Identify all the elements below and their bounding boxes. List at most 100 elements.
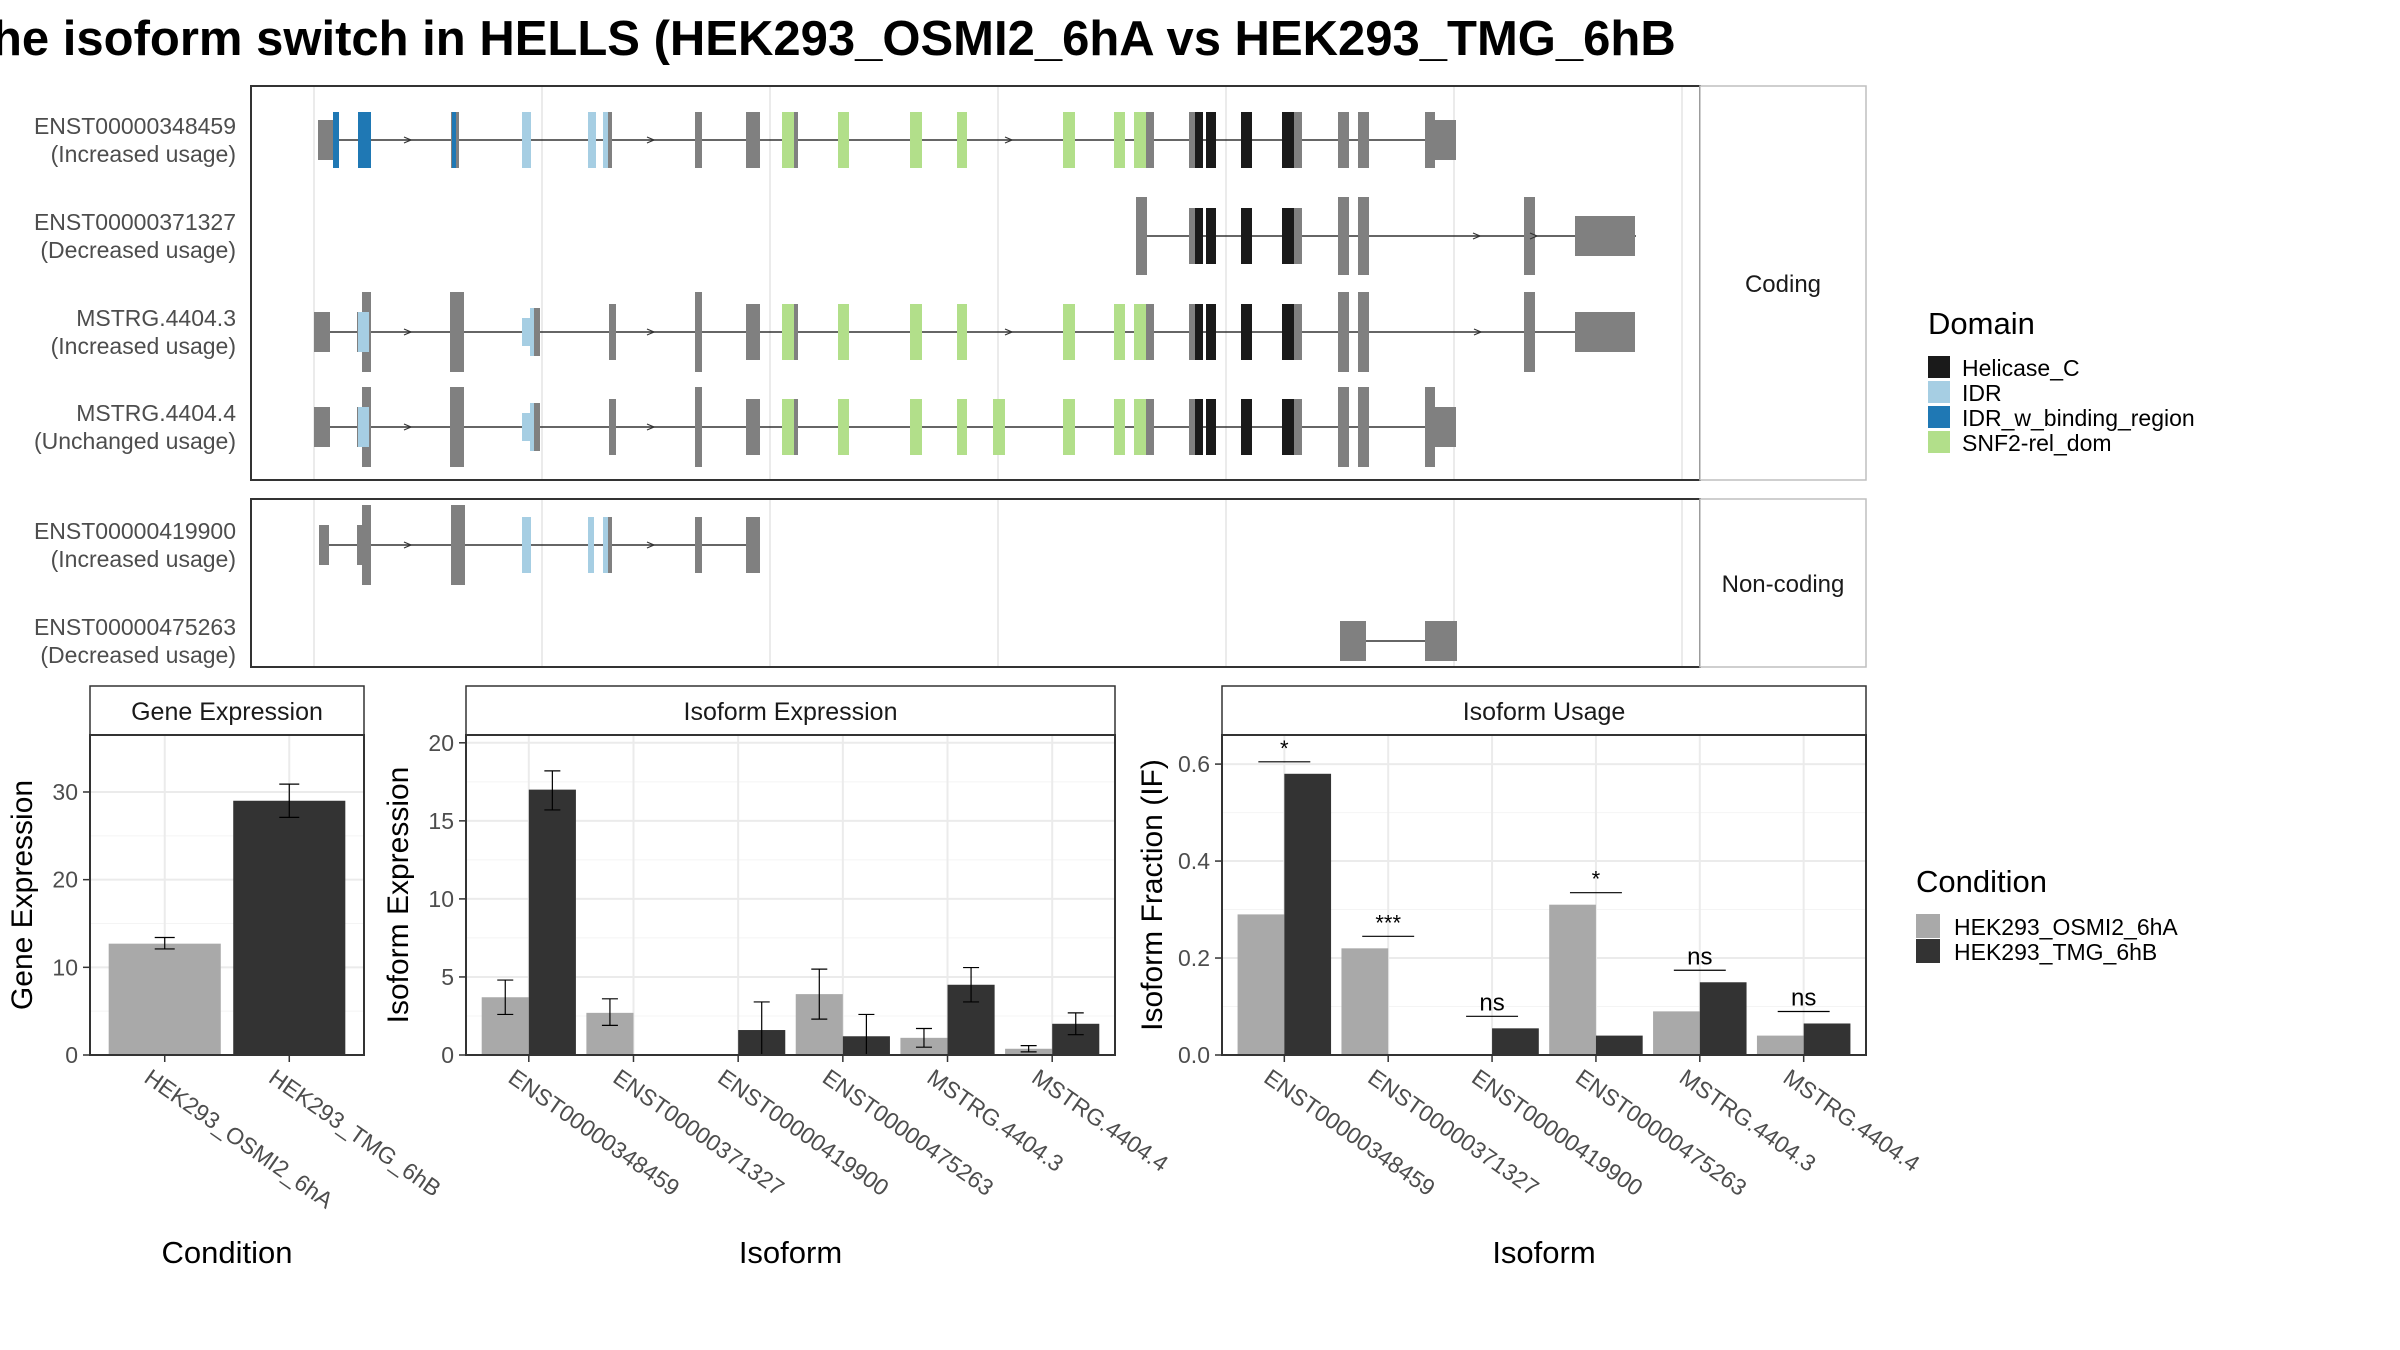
exon-block [1358,387,1369,467]
transcript-structure-panel: CodingNon-codingENST00000348459(Increase… [34,85,1867,668]
exon-block [910,304,922,360]
bar [108,943,221,1055]
y-tick-label: 0.0 [1178,1042,1210,1068]
exon-block [1282,208,1294,264]
legend-label-cond-a: HEK293_OSMI2_6hA [1954,914,2178,940]
transcript-id-label: MSTRG.4404.3 [76,305,236,331]
y-tick-label: 30 [52,779,78,805]
y-tick-label: 0 [65,1042,78,1068]
legend-label-idr-binding: IDR_w_binding_region [1962,405,2195,431]
panel-strip-title: Gene Expression [131,698,323,726]
figure-title: he isoform switch in HELLS (HEK293_OSMI2… [0,12,1676,66]
structure-strip [1699,498,1867,668]
transcript-id-label: MSTRG.4404.4 [76,400,236,426]
bar [1284,773,1332,1055]
exon-block [522,413,531,441]
x-tick-label: ENST00000348459 [504,1064,684,1201]
y-tick-label: 0.2 [1178,945,1210,971]
exon-block [451,505,465,585]
transcript-usage-label: (Increased usage) [51,141,236,167]
exon-block [782,399,794,455]
y-tick-label: 0.4 [1178,848,1210,874]
significance-label: ns [1687,943,1712,970]
x-axis-title: Isoform [739,1235,842,1270]
y-tick-label: 0 [441,1042,454,1068]
exon-block [1282,304,1294,360]
bar [1756,1035,1804,1055]
strand-arrow [403,328,413,336]
bar [528,789,576,1055]
significance-label: * [1280,736,1289,761]
bar-chart-panel: Isoform Expression 0 5 10 15 20 ENST0000034845… [382,685,1173,1270]
strand-arrow [403,136,413,144]
exon-block [910,399,922,455]
exon-block [1195,304,1203,360]
legend-swatch-helicase [1928,356,1950,378]
structure-panel-bg [251,499,1700,667]
strand-arrow [646,136,656,144]
x-tick-label: ENST00000419900 [713,1064,893,1201]
exon-block [695,517,702,573]
y-tick-label: 15 [428,808,454,834]
structure-strip-label: Non-coding [1722,571,1845,598]
bar [1237,914,1285,1055]
bar [1653,1011,1700,1055]
exon-block [1575,216,1635,256]
condition-legend-title: Condition [1916,864,2047,899]
bar [1803,1023,1851,1055]
x-axis-title: Isoform [1492,1235,1595,1270]
legend-label-snf2: SNF2-rel_dom [1962,430,2112,456]
structure-panel-bg [251,86,1700,480]
exon-block [530,308,534,356]
exon-block [1358,197,1369,275]
bar-chart-panel: Gene Expression0102030HEK293_OSMI2_6hAHE… [6,685,446,1270]
exon-block [588,517,594,573]
exon-block [1425,387,1435,467]
y-tick-label: 20 [52,867,78,893]
exon-block [522,517,531,573]
exon-block [358,407,369,447]
exon-block [1206,208,1216,264]
strand-arrow [646,328,656,336]
exon-block [1524,197,1535,275]
exon-block [1338,292,1349,372]
exon-block [782,112,794,168]
exon-block [838,304,849,360]
exon-block [333,112,339,168]
exon-block [588,112,596,168]
legend-swatch-idr-binding [1928,406,1950,428]
x-tick-label: ENST00000371327 [1363,1064,1543,1201]
transcript-id-label: ENST00000419900 [34,518,236,544]
exon-block [695,112,702,168]
exon-block [318,120,334,160]
strand-arrow [1004,328,1014,336]
bar [1492,1028,1539,1055]
exon-block [1575,312,1635,352]
exon-block [1294,399,1302,455]
x-tick-label: ENST00000475263 [818,1064,998,1201]
x-tick-label: ENST00000475263 [1571,1064,1751,1201]
exon-block [450,292,464,372]
legend-label-helicase: Helicase_C [1962,355,2080,381]
exon-block [1063,304,1075,360]
transcript-usage-label: (Increased usage) [51,333,236,359]
domain-legend: Domain Helicase_C IDR IDR_w_binding_regi… [1928,306,2195,456]
exon-block [1189,399,1195,455]
exon-block [452,112,456,168]
exon-block [1241,304,1252,360]
bar [1549,904,1596,1055]
exon-block [1114,304,1125,360]
exon-block [1294,304,1302,360]
exon-block [1189,112,1195,168]
legend-swatch-snf2 [1928,431,1950,453]
y-axis-title: Isoform Fraction (IF) [1136,759,1169,1031]
structure-strip-label: Coding [1745,271,1821,298]
panel-strip [89,685,365,736]
strand-arrow [646,541,656,549]
legend-swatch-idr [1928,381,1950,403]
exon-block [1206,304,1216,360]
y-tick-label: 10 [428,886,454,912]
exon-block [746,304,760,360]
domain-legend-title: Domain [1928,306,2035,341]
